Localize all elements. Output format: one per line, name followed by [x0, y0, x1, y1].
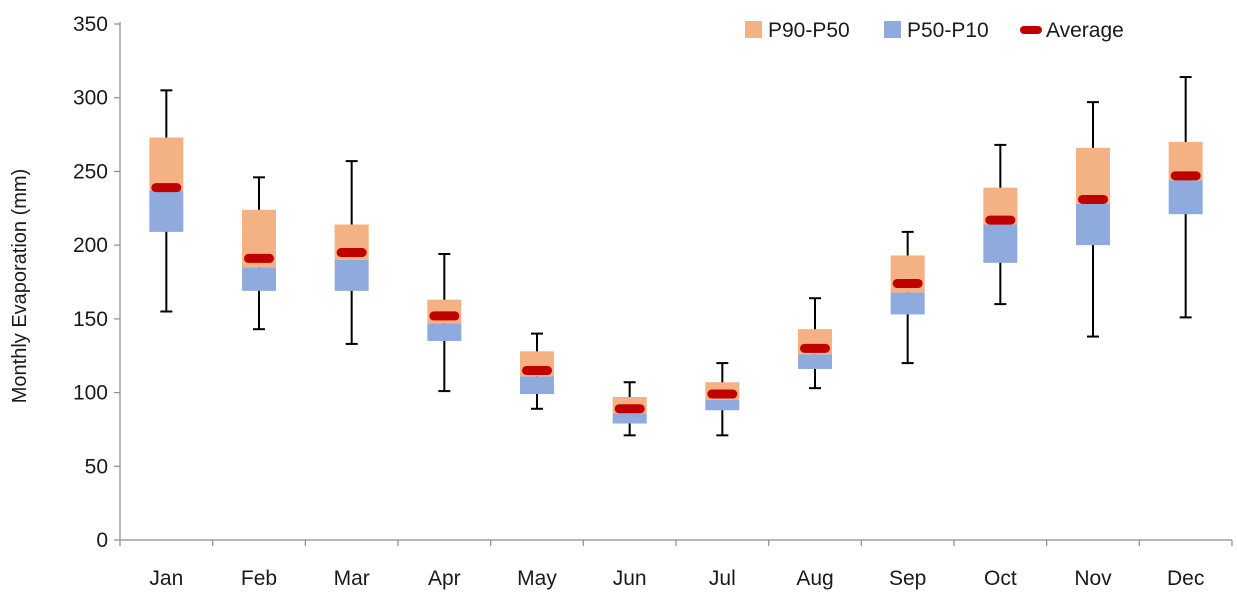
x-tick-label: Feb [241, 567, 277, 590]
average-marker [151, 183, 182, 193]
average-marker [985, 215, 1016, 225]
y-tick-label: 350 [73, 13, 108, 36]
box-p50-p10 [612, 413, 647, 424]
average-marker [707, 389, 738, 399]
average-marker [1170, 171, 1201, 181]
box-p50-p10 [149, 190, 184, 232]
average-marker [244, 253, 274, 263]
plot-area: 0 50 100 150 200 250 300 350 Jan Feb Mar Apr May Jun J… [73, 13, 1233, 590]
box-p50-p10 [334, 259, 369, 291]
average-marker [522, 365, 552, 375]
average-marker [800, 343, 830, 353]
box-p50-p10 [705, 399, 740, 411]
x-tick-label: Mar [334, 567, 370, 590]
legend-label-p90-p50: P90-P50 [768, 19, 850, 42]
x-tick-label: Dec [1167, 567, 1204, 590]
y-tick-label: 300 [73, 87, 108, 110]
box-p50-p10 [798, 354, 832, 369]
x-tick-label: Nov [1074, 567, 1112, 590]
legend-swatch-average [1020, 26, 1042, 34]
x-tick-label: Jan [149, 567, 183, 590]
box-p50-p10 [1168, 180, 1203, 215]
legend: P90-P50 P50-P10 Average [745, 19, 1124, 42]
x-tick-label: Aug [796, 567, 833, 590]
y-axis-title: Monthly Evaporation (mm) [9, 169, 31, 404]
box-p50-p10 [983, 224, 1018, 263]
legend-swatch-p90-p50 [745, 21, 762, 38]
average-marker [614, 404, 645, 414]
y-tick-label: 250 [73, 160, 108, 183]
box-p50-p10 [1076, 203, 1110, 246]
box-p90-p50 [1076, 147, 1110, 204]
y-tick-label: 100 [73, 382, 108, 405]
y-tick-label: 50 [85, 455, 108, 478]
x-tick-label: May [517, 567, 557, 590]
x-tick-label: Oct [984, 567, 1017, 590]
x-tick-label: Sep [889, 567, 926, 590]
legend-label-p50-p10: P50-P10 [907, 19, 989, 42]
box-p50-p10 [427, 323, 462, 341]
box-p90-p50 [149, 137, 184, 191]
x-tick-label: Apr [428, 567, 461, 590]
x-tick-label: Jun [613, 567, 647, 590]
average-marker [892, 278, 923, 288]
legend-label-average: Average [1046, 19, 1124, 42]
average-marker [1078, 194, 1108, 204]
average-marker [336, 248, 367, 258]
legend-swatch-p50-p10 [884, 21, 901, 38]
box-p50-p10 [890, 292, 925, 315]
average-marker [429, 311, 460, 321]
y-tick-label: 200 [73, 234, 108, 257]
box-p50-p10 [242, 267, 276, 291]
box-p50-p10 [520, 376, 554, 395]
x-tick-label: Jul [709, 567, 736, 590]
y-tick-label: 150 [73, 308, 108, 331]
y-tick-label: 0 [96, 529, 108, 552]
